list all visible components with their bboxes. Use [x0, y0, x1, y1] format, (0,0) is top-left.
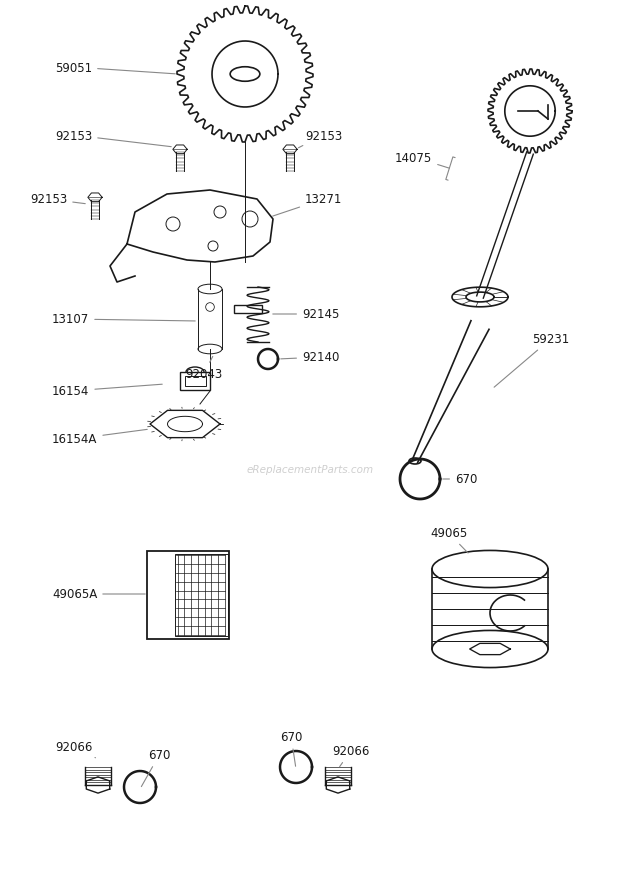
Ellipse shape	[198, 345, 222, 355]
Bar	[180, 372, 210, 391]
Text: 92066: 92066	[332, 745, 370, 766]
Text: eReplacementParts.com: eReplacementParts.com	[246, 464, 374, 474]
Text: 14075: 14075	[395, 151, 455, 181]
Text: 92140: 92140	[281, 351, 339, 364]
Bar	[147, 551, 229, 639]
Text: 92153: 92153	[55, 129, 171, 148]
Ellipse shape	[198, 284, 222, 294]
Text: 92153: 92153	[298, 129, 342, 148]
Bar	[175, 554, 228, 637]
Ellipse shape	[432, 551, 548, 588]
Text: 13107: 13107	[52, 313, 195, 326]
Circle shape	[208, 241, 218, 252]
Circle shape	[214, 206, 226, 219]
Text: 49065: 49065	[430, 527, 468, 553]
Text: 92153: 92153	[30, 193, 85, 206]
Bar	[185, 376, 205, 387]
Text: 16154A: 16154A	[52, 430, 147, 446]
Text: 59231: 59231	[494, 333, 569, 388]
Text: 670: 670	[280, 730, 303, 766]
Bar	[234, 306, 262, 313]
Circle shape	[206, 303, 215, 312]
Text: 49065A: 49065A	[52, 588, 145, 601]
Text: 670: 670	[141, 749, 171, 787]
Circle shape	[166, 218, 180, 232]
Text: 92066: 92066	[55, 741, 95, 758]
Ellipse shape	[409, 458, 421, 464]
Text: 670: 670	[443, 473, 477, 486]
Text: 13271: 13271	[273, 193, 342, 217]
Text: 92145: 92145	[273, 308, 339, 321]
Text: 16154: 16154	[52, 385, 162, 398]
Text: 59051: 59051	[55, 61, 175, 75]
Text: 92043: 92043	[185, 357, 222, 381]
Circle shape	[242, 212, 258, 227]
Ellipse shape	[432, 630, 548, 668]
